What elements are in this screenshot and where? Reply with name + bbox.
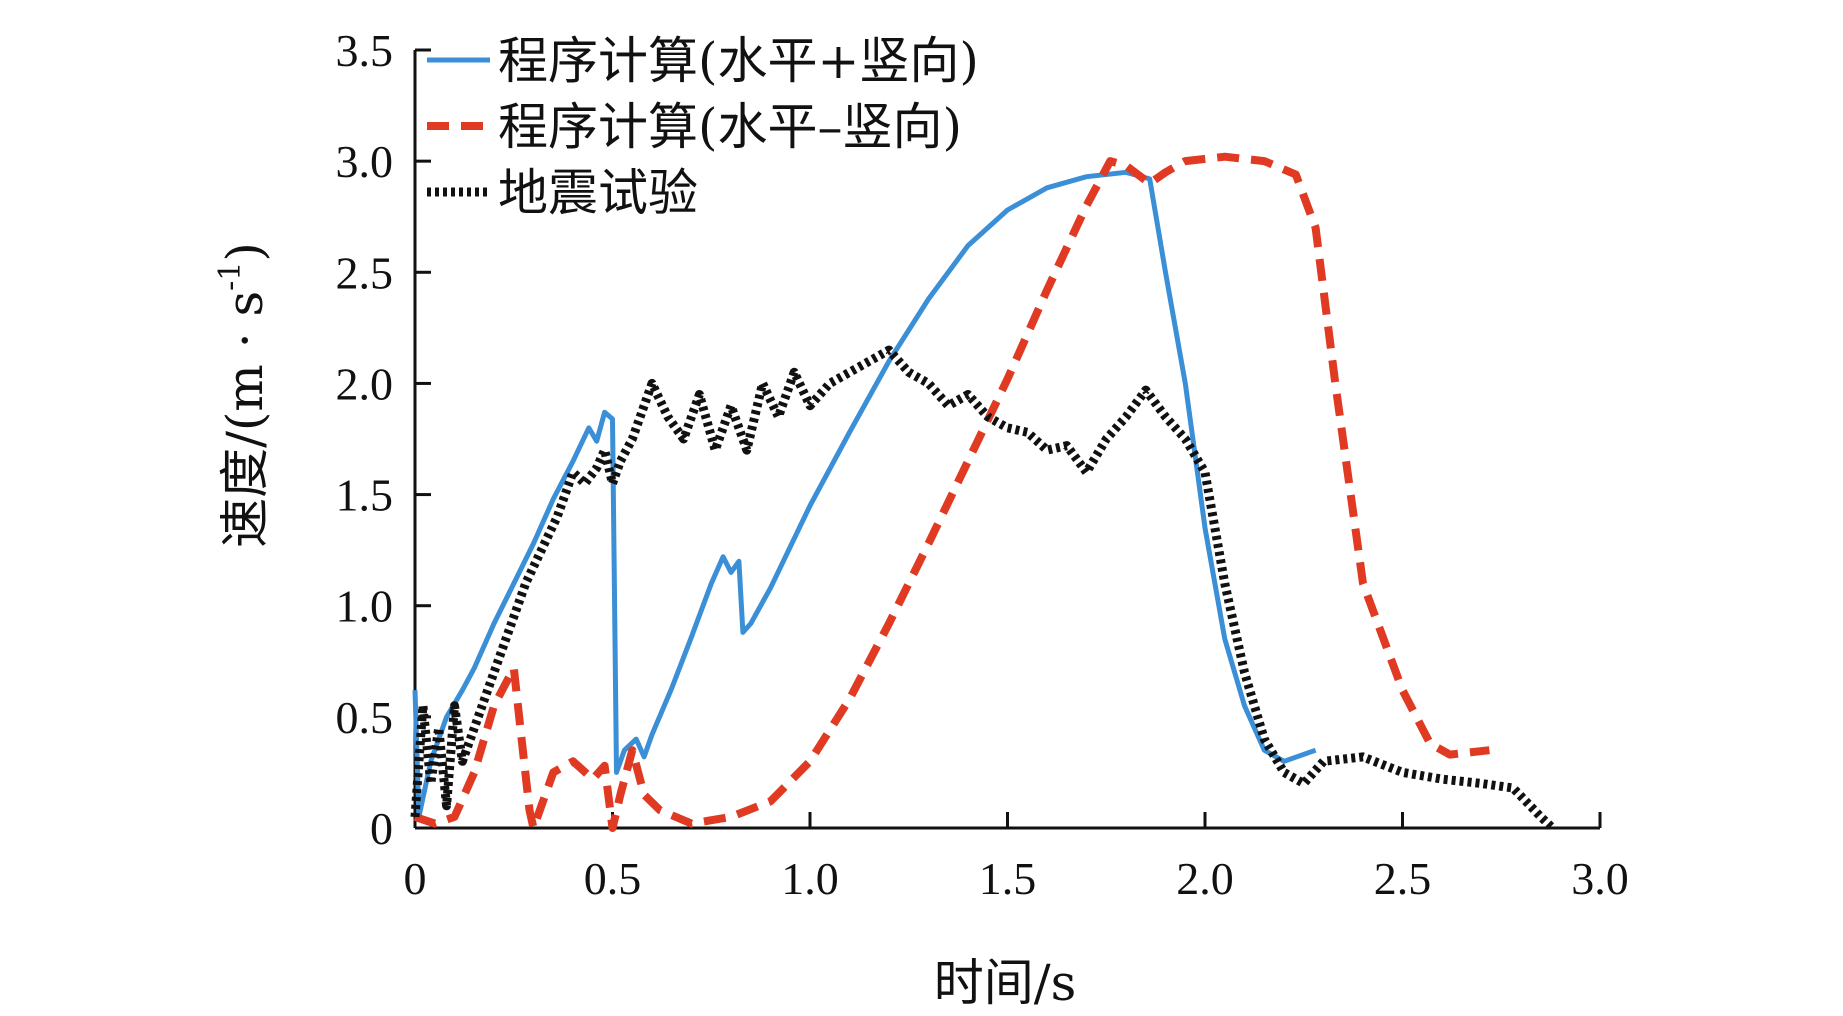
x-tick-label: 1.5 (979, 853, 1037, 904)
y-axis-title: 速度/(m · s-1) (213, 242, 274, 548)
series-line-2 (413, 152, 1490, 832)
y-tick-label: 1.5 (336, 470, 394, 521)
x-axis-title: 时间/s (934, 954, 1077, 1012)
y-tick-label: 2.5 (336, 247, 394, 298)
x-tick-label: 0.5 (584, 853, 642, 904)
y-tick-label: 3.5 (336, 25, 394, 76)
y-axis-title-close: ) (216, 242, 274, 262)
y-axis-title-superscript: -1 (213, 262, 248, 291)
x-axis-ticks: 0 0.5 1.0 1.5 2.0 2.5 3.0 (404, 812, 1629, 904)
y-tick-label: 2.0 (336, 358, 394, 409)
x-tick-label: 3.0 (1571, 853, 1629, 904)
y-axis-title-text: 速度/(m · s (216, 291, 274, 548)
x-tick-label: 0 (404, 853, 427, 904)
y-tick-label: 1.0 (336, 581, 394, 632)
y-tick-label: 0.5 (336, 692, 394, 743)
x-tick-label: 1.0 (781, 853, 839, 904)
y-axis-ticks: 0 0.5 1.0 1.5 2.0 2.5 3.0 3.5 (336, 25, 431, 854)
series-line-1 (412, 169, 1317, 820)
x-tick-label: 2.0 (1176, 853, 1234, 904)
series-line-3 (410, 345, 1556, 832)
y-tick-label: 0 (370, 803, 393, 854)
legend-label-1: 程序计算(水平+竖向) (498, 32, 979, 90)
legend: 程序计算(水平+竖向) 程序计算(水平–竖向) 地震试验 (427, 32, 979, 222)
x-tick-label: 2.5 (1374, 853, 1432, 904)
legend-label-3: 地震试验 (498, 164, 698, 222)
series-group (410, 152, 1556, 832)
y-tick-label: 3.0 (336, 136, 394, 187)
legend-label-2: 程序计算(水平–竖向) (498, 98, 962, 156)
svg-text:速度/(m · s-1): 速度/(m · s-1) (213, 242, 274, 548)
